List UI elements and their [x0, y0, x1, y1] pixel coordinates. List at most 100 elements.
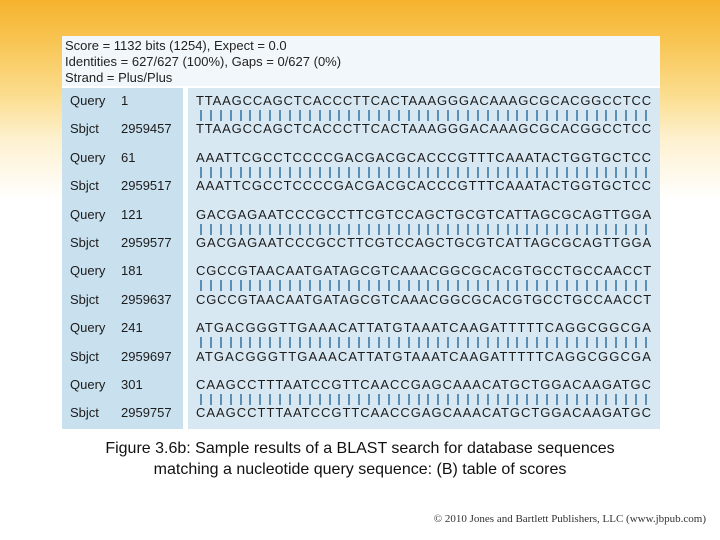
query-sequence: ATGACGGGTTGAAACATTATGTAAATCAAGATTTTTCAGG…: [196, 320, 652, 336]
match-bar: [585, 394, 588, 405]
match-bars: [196, 166, 652, 179]
query-label: Query: [70, 320, 106, 336]
match-bar: [536, 166, 539, 178]
match-bar: [595, 110, 598, 121]
match-bar: [556, 280, 559, 292]
match-bar: [506, 166, 509, 178]
match-bar: [437, 223, 440, 235]
match-bar: [407, 166, 410, 178]
strand-line: Strand = Plus/Plus: [65, 70, 173, 85]
match-bar: [249, 166, 252, 178]
match-bar: [605, 110, 608, 121]
match-bar: [427, 337, 430, 349]
match-bar: [338, 394, 341, 405]
query-start-position: 1: [121, 93, 129, 108]
match-bar: [298, 223, 301, 235]
match-bar: [437, 337, 440, 349]
match-bar: [516, 166, 519, 178]
match-bar: [239, 280, 242, 292]
match-bar: [595, 394, 598, 405]
match-bar: [635, 280, 638, 292]
query-sequence: GACGAGAATCCCGCCTTCGTCCAGCTGCGTCATTAGCGCA…: [196, 206, 652, 222]
match-bar: [298, 280, 301, 292]
match-bar: [348, 110, 351, 121]
match-bar: [467, 337, 469, 349]
match-bar: [249, 280, 252, 292]
match-bar: [496, 337, 499, 349]
match-bar: [288, 337, 291, 349]
query-label: Query: [70, 149, 106, 165]
match-bar: [338, 223, 341, 235]
match-bar: [457, 280, 460, 292]
match-bar: [229, 110, 232, 121]
match-bar: [328, 166, 331, 178]
match-bar: [496, 280, 499, 292]
match-bar: [417, 166, 420, 178]
match-bar: [476, 280, 479, 292]
match-bar: [645, 166, 648, 178]
match-bar: [585, 337, 588, 349]
match-bar: [358, 110, 361, 121]
match-bar: [328, 337, 331, 349]
match-bar: [635, 166, 638, 178]
subject-sequence: GACGAGAATCCCGCCTTCGTCCAGCTGCGTCATTAGCGCA…: [196, 235, 652, 250]
match-bar: [328, 223, 331, 235]
match-bar: [308, 110, 311, 121]
match-bar: [427, 110, 430, 121]
query-sequence: CGCCGTAACAATGATAGCGTCAAACGGCGCACGTGCCTGC…: [196, 263, 652, 279]
match-bar: [486, 280, 489, 292]
match-bar: [308, 337, 311, 349]
match-bar: [516, 394, 519, 405]
match-bar: [318, 166, 321, 178]
subject-start-position: 2959637: [121, 291, 172, 307]
subject-start-position: 2959457: [121, 121, 172, 137]
match-bar: [239, 110, 242, 121]
match-bar: [476, 337, 479, 349]
match-bar: [348, 166, 351, 178]
match-bar: [338, 280, 341, 292]
match-bar: [239, 166, 242, 178]
match-bar: [437, 166, 440, 178]
match-bar: [575, 394, 578, 405]
match-bar: [288, 223, 291, 235]
match-bar: [447, 394, 450, 405]
match-bar: [467, 166, 469, 178]
match-bar: [496, 394, 499, 405]
match-bar: [407, 394, 410, 405]
match-bar: [249, 110, 252, 121]
match-bar: [279, 223, 282, 235]
match-bar: [219, 110, 222, 121]
match-bar: [199, 280, 202, 292]
match-bar: [486, 166, 489, 178]
match-bar: [308, 280, 311, 292]
match-bar: [407, 110, 410, 121]
match-bar: [595, 223, 598, 235]
match-bar: [516, 110, 519, 121]
match-bar: [645, 280, 648, 292]
match-bar: [506, 223, 509, 235]
copyright-notice: © 2010 Jones and Bartlett Publishers, LL…: [433, 513, 706, 525]
match-bar: [279, 110, 282, 121]
match-bar: [486, 110, 489, 121]
match-bar: [407, 337, 410, 349]
alignment-summary-header: Score = 1132 bits (1254), Expect = 0.0 I…: [62, 36, 660, 86]
match-bar: [457, 337, 460, 349]
match-bar: [467, 280, 469, 292]
match-bar: [417, 110, 420, 121]
match-bar: [348, 223, 351, 235]
match-bar: [575, 280, 578, 292]
match-bar: [516, 223, 519, 235]
match-bar: [417, 223, 420, 235]
match-bar: [229, 394, 232, 405]
match-bar: [358, 166, 361, 178]
match-bar: [565, 394, 568, 405]
match-bar: [556, 337, 559, 349]
match-bar: [279, 337, 282, 349]
subject-start-position: 2959517: [121, 178, 172, 194]
match-bar: [486, 394, 489, 405]
match-bar: [526, 280, 529, 292]
match-bar: [457, 394, 460, 405]
query-start-position: 181: [121, 263, 143, 279]
match-bar: [536, 394, 539, 405]
match-bar: [209, 337, 212, 349]
